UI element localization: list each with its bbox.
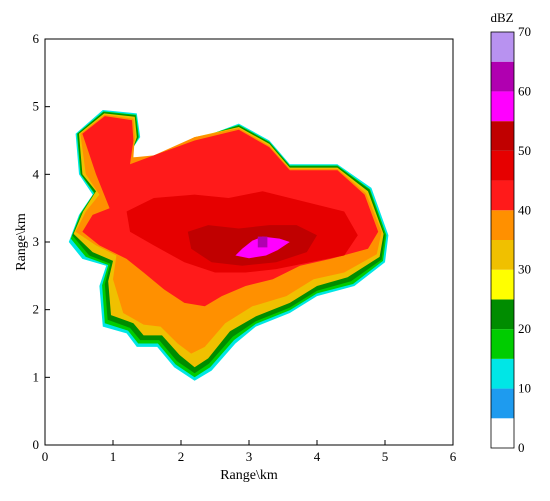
colorbar-swatch-30-35 <box>491 240 514 270</box>
colorbar-frame <box>490 31 515 449</box>
y-tick-label: 2 <box>33 302 40 317</box>
colorbar-swatch-5-10 <box>491 388 514 419</box>
colorbar-swatch-20-25 <box>491 299 514 330</box>
colorbar-unit: dBZ <box>490 10 513 25</box>
colorbar-tick-label: 70 <box>518 24 531 39</box>
y-tick-label: 4 <box>33 166 40 181</box>
x-tick-label: 1 <box>110 449 117 464</box>
x-tick-label: 0 <box>42 449 49 464</box>
colorbar-tick-label: 50 <box>518 143 531 158</box>
colorbar-swatch-50-55 <box>491 121 514 151</box>
y-tick-label: 3 <box>33 234 40 249</box>
colorbar-tick-label: 20 <box>518 321 531 336</box>
y-tick-label: 1 <box>33 369 40 384</box>
colorbar: 0 10 20 30 40 50 60 70 <box>490 24 531 455</box>
colorbar-swatch-10-15 <box>491 358 514 389</box>
colorbar-swatch-40-45 <box>491 180 514 211</box>
y-axis-ticks: 0 1 2 3 4 5 6 <box>33 31 50 452</box>
y-tick-label: 5 <box>33 99 40 114</box>
colorbar-tick-label: 0 <box>518 440 525 455</box>
colorbar-swatch-45-50 <box>491 150 514 181</box>
x-tick-label: 4 <box>314 449 321 464</box>
colorbar-tick-label: 10 <box>518 381 531 396</box>
colorbar-swatch-60-65 <box>491 61 514 92</box>
x-tick-label: 6 <box>450 449 457 464</box>
colorbar-swatch-0-5 <box>491 418 514 448</box>
colorbar-swatch-25-30 <box>491 269 514 300</box>
colorbar-swatch-65-70 <box>491 32 514 62</box>
y-axis-title: Range\km <box>14 213 29 271</box>
colorbar-swatch-15-20 <box>491 329 514 359</box>
y-tick-label: 6 <box>33 31 40 46</box>
colorbar-tick-label: 30 <box>518 262 531 277</box>
x-tick-label: 5 <box>382 449 389 464</box>
colorbar-swatch-55-60 <box>491 91 514 122</box>
x-axis-title: Range\km <box>220 468 278 483</box>
y-tick-label: 0 <box>33 437 40 452</box>
x-tick-label: 3 <box>246 449 253 464</box>
x-tick-label: 2 <box>178 449 185 464</box>
x-axis-ticks: 0 1 2 3 4 5 6 <box>42 440 457 464</box>
echo-region-60dbz <box>257 236 268 248</box>
colorbar-tick-label: 60 <box>518 83 531 98</box>
reflectivity-field <box>68 110 389 381</box>
echo-region-55dbz <box>235 236 290 259</box>
colorbar-tick-label: 40 <box>518 202 531 217</box>
colorbar-swatch-35-40 <box>491 210 514 240</box>
